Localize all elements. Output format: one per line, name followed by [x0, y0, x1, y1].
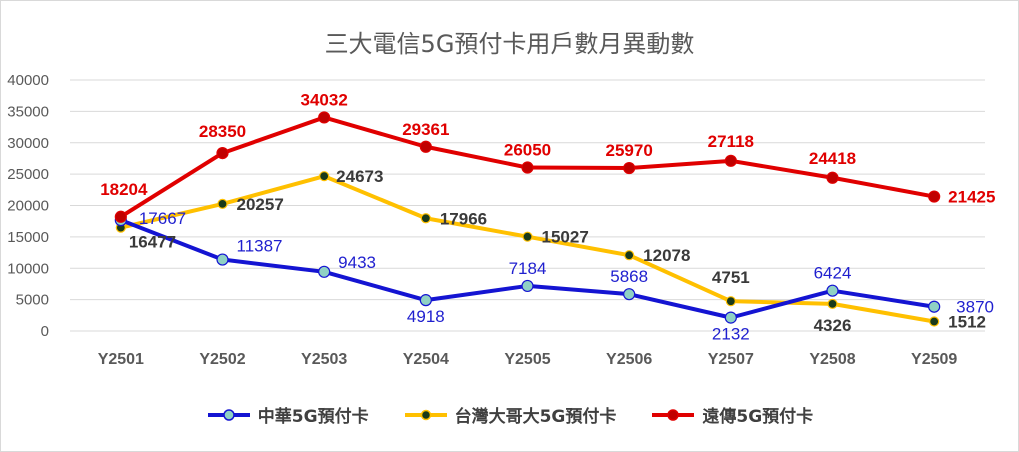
data-label-fareastone: 34032: [301, 90, 348, 109]
data-point-taiwan-mobile: [624, 250, 635, 261]
x-tick-label: Y2506: [606, 351, 652, 368]
data-point-taiwan-mobile: [827, 298, 838, 309]
data-label-chunghwa: 6424: [814, 264, 852, 283]
y-tick-label: 5000: [16, 292, 49, 309]
data-label-taiwan-mobile: 15027: [542, 228, 589, 247]
data-label-taiwan-mobile: 16477: [129, 233, 176, 252]
legend: 中華5G預付卡 台灣大哥大5G預付卡 遠傳5G預付卡: [0, 402, 1019, 427]
data-label-fareastone: 21425: [948, 188, 995, 207]
data-point-taiwan-mobile: [420, 213, 431, 224]
legend-item-fareastone[interactable]: 遠傳5G預付卡: [650, 402, 813, 427]
data-label-chunghwa: 11387: [237, 237, 283, 256]
data-point-fareastone: [521, 161, 534, 174]
data-label-fareastone: 29361: [402, 120, 449, 139]
data-label-taiwan-mobile: 4751: [712, 268, 750, 287]
data-point-chunghwa: [623, 288, 636, 301]
data-point-fareastone: [318, 111, 331, 124]
data-label-chunghwa: 7184: [509, 259, 547, 278]
data-label-chunghwa: 4918: [407, 307, 445, 326]
data-label-fareastone: 27118: [708, 132, 754, 151]
legend-swatch-fareastone: [652, 408, 695, 421]
data-point-taiwan-mobile: [725, 296, 736, 307]
data-point-taiwan-mobile: [319, 171, 330, 182]
data-labels: 17667 11387 9433 4918 7184 5868 2132 6424 3870 16…: [100, 90, 995, 343]
data-point-fareastone: [419, 140, 432, 153]
x-tick-label: Y2501: [98, 351, 144, 368]
x-tick-label: Y2509: [911, 351, 957, 368]
data-label-fareastone: 25970: [606, 141, 653, 160]
data-label-taiwan-mobile: 17966: [440, 209, 487, 228]
data-label-taiwan-mobile: 4326: [814, 316, 852, 335]
chart-title: 三大電信5G預付卡用戶數月異動數: [324, 30, 695, 58]
data-point-fareastone: [724, 154, 737, 167]
data-point-chunghwa: [419, 294, 432, 307]
data-label-taiwan-mobile: 20257: [237, 195, 284, 214]
data-point-taiwan-mobile: [929, 316, 940, 327]
y-tick-label: 10000: [7, 260, 49, 277]
y-tick-label: 15000: [7, 229, 49, 246]
data-point-taiwan-mobile: [522, 231, 533, 242]
legend-item-chunghwa[interactable]: 中華5G預付卡: [206, 402, 369, 427]
legend-item-taiwan-mobile[interactable]: 台灣大哥大5G預付卡: [403, 402, 617, 427]
x-axis-ticks: Y2501 Y2502 Y2503 Y2504 Y2505 Y2506 Y2507 Y2508…: [98, 351, 958, 368]
legend-label-chunghwa: 中華5G預付卡: [257, 407, 369, 427]
data-point-fareastone: [826, 171, 839, 184]
legend-label-fareastone: 遠傳5G預付卡: [702, 407, 814, 427]
data-point-taiwan-mobile: [217, 198, 228, 209]
x-tick-label: Y2503: [301, 351, 347, 368]
data-label-fareastone: 26050: [504, 141, 551, 160]
legend-swatch-chunghwa: [207, 408, 250, 421]
data-point-fareastone: [114, 210, 127, 223]
data-label-fareastone: 28350: [199, 122, 246, 141]
data-label-chunghwa: 5868: [610, 267, 648, 286]
data-label-chunghwa: 2132: [712, 325, 750, 344]
y-tick-label: 30000: [7, 135, 49, 152]
data-point-chunghwa: [521, 279, 534, 293]
data-point-chunghwa: [928, 300, 941, 313]
data-point-chunghwa: [318, 265, 331, 278]
x-tick-label: Y2504: [403, 351, 449, 368]
data-label-taiwan-mobile: 1512: [948, 313, 986, 332]
data-point-chunghwa: [826, 284, 839, 297]
data-label-fareastone: 18204: [100, 180, 148, 199]
x-tick-label: Y2502: [199, 351, 245, 368]
series-lines: [114, 111, 941, 327]
legend-swatch-taiwan-mobile: [404, 409, 447, 420]
y-tick-label: 35000: [7, 103, 49, 120]
data-point-fareastone: [216, 147, 229, 160]
data-label-taiwan-mobile: 24673: [336, 167, 383, 186]
data-point-chunghwa: [724, 311, 737, 324]
y-axis-ticks: 0 5000 10000 15000 20000 25000 30000 35000 40000: [7, 72, 49, 340]
x-tick-label: Y2505: [504, 351, 550, 368]
y-tick-label: 25000: [7, 166, 49, 183]
data-label-chunghwa: 9433: [338, 253, 376, 272]
data-label-chunghwa: 17667: [139, 209, 186, 228]
data-point-fareastone: [928, 190, 941, 203]
y-tick-label: 20000: [7, 198, 49, 215]
data-point-fareastone: [623, 161, 636, 175]
data-point-chunghwa: [216, 253, 229, 266]
data-label-taiwan-mobile: 12078: [643, 246, 690, 265]
data-label-fareastone: 24418: [809, 149, 856, 168]
data-label-chunghwa: 3870: [956, 298, 994, 317]
legend-label-taiwan-mobile: 台灣大哥大5G預付卡: [454, 407, 617, 427]
x-tick-label: Y2507: [708, 351, 754, 368]
y-tick-label: 40000: [7, 72, 49, 89]
x-tick-label: Y2508: [809, 351, 855, 368]
y-tick-label: 0: [41, 323, 49, 340]
